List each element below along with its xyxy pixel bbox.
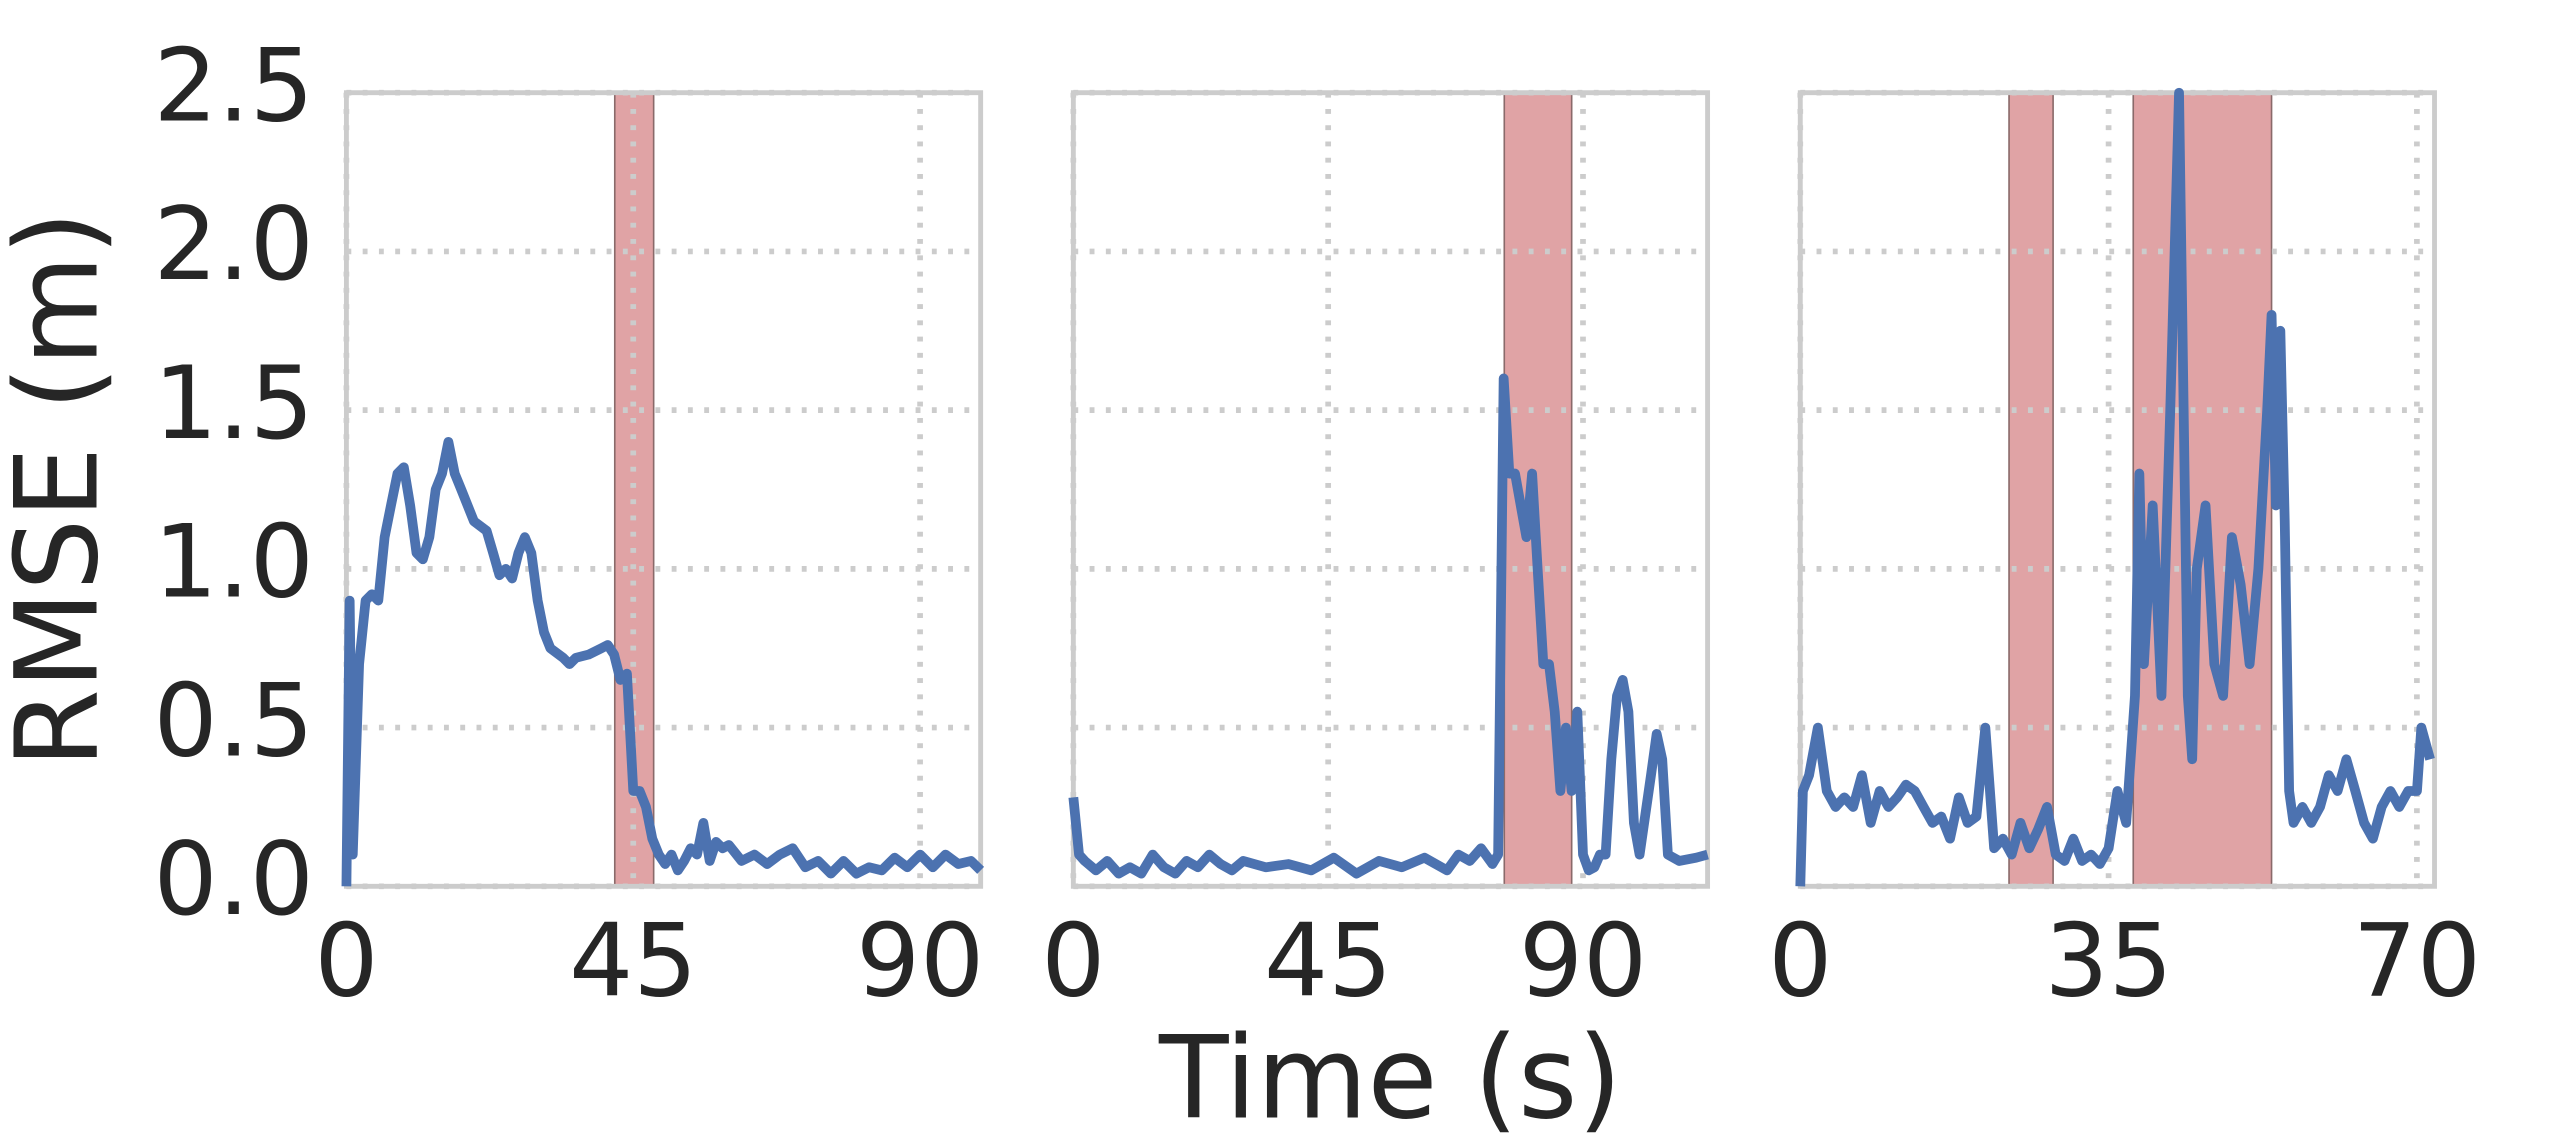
y-tick-label: 2.5: [154, 27, 314, 145]
y-tick-label: 1.5: [154, 344, 314, 462]
x-tick-label: 0: [1768, 901, 1832, 1019]
x-tick-label: 0: [1041, 901, 1105, 1019]
data-line: [1795, 87, 2435, 887]
x-tick-label: 0: [314, 901, 378, 1019]
highlight-span: [2008, 91, 2054, 888]
highlight-span: [2132, 91, 2273, 888]
y-axis-label: RMSE (m): [0, 211, 123, 768]
x-tick-label: 90: [856, 901, 984, 1019]
plot-frame: [1070, 90, 1711, 889]
x-tick-label: 45: [1264, 901, 1392, 1019]
y-tick-label: 0.5: [154, 661, 314, 779]
y-tick-label: 1.0: [154, 503, 314, 621]
data-line: [341, 436, 985, 887]
x-tick-label: 70: [2353, 901, 2481, 1019]
x-tick-label: 45: [569, 901, 697, 1019]
x-tick-label: 90: [1519, 901, 1647, 1019]
y-tick-label: 2.0: [154, 185, 314, 303]
x-axis-label: Time (s): [1158, 1012, 1622, 1140]
data-line: [1068, 373, 1709, 879]
x-tick-label: 35: [2044, 901, 2172, 1019]
plot-frame: [1797, 90, 2437, 889]
plot-frame: [343, 90, 984, 889]
y-tick-label: 0.0: [154, 820, 314, 938]
